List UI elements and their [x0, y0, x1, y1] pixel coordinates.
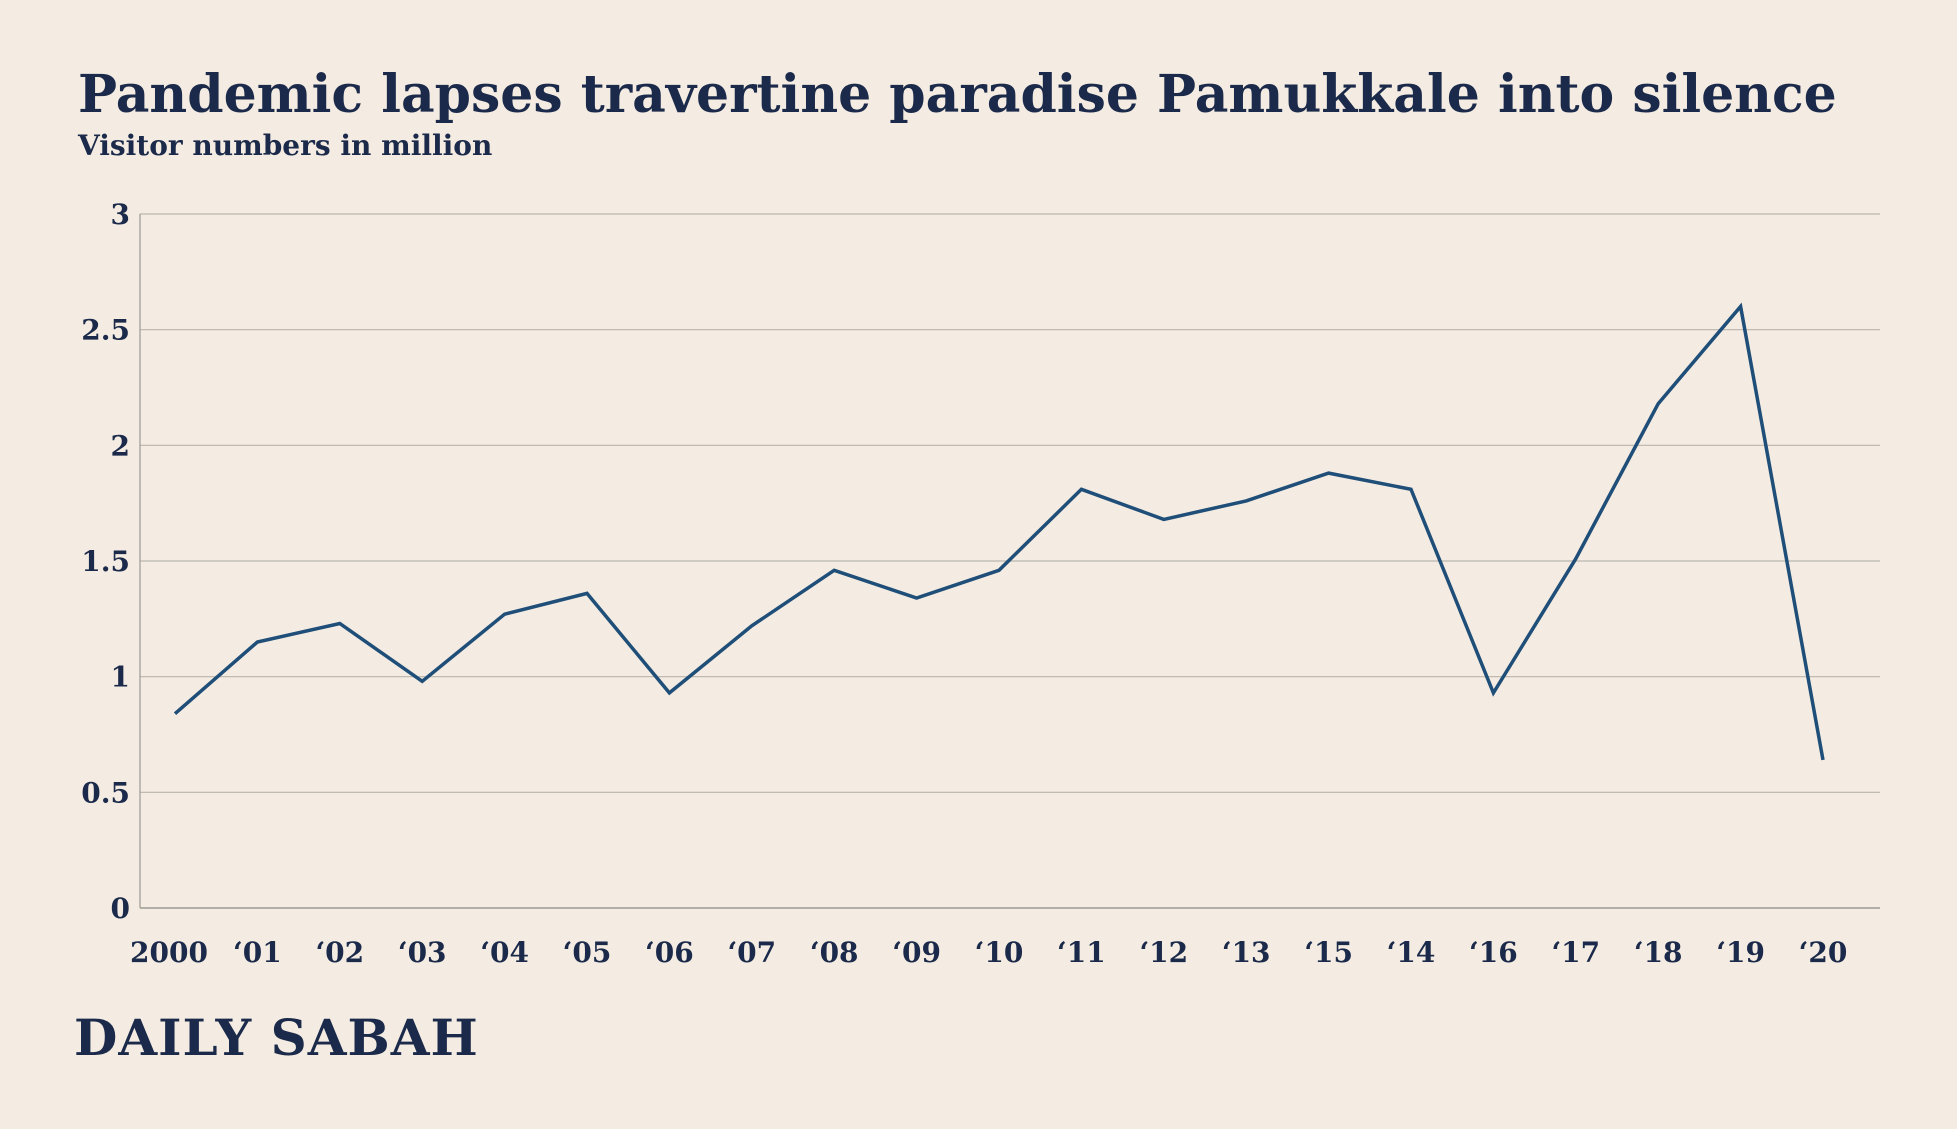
- y-tick-label: 1.5: [81, 545, 130, 578]
- y-tick-label: 2: [111, 429, 130, 462]
- x-tick-label: ‘20: [1799, 936, 1848, 969]
- grid-lines: [140, 213, 1880, 793]
- y-axis-ticks: 0 0.5 1 1.5 2 2.5 3: [81, 198, 130, 925]
- x-tick-label: ‘15: [1304, 936, 1353, 969]
- x-tick-label: ‘09: [892, 936, 941, 969]
- x-tick-label: ‘13: [1222, 936, 1271, 969]
- y-tick-label: 1: [111, 661, 130, 694]
- x-tick-label: ‘17: [1551, 936, 1600, 969]
- x-tick-label: ‘01: [233, 936, 282, 969]
- chart-subtitle: Visitor numbers in million: [77, 129, 492, 162]
- x-tick-label: ‘02: [315, 936, 364, 969]
- x-tick-label: 2000: [130, 936, 208, 969]
- daily-sabah-logo: DAILY SABAH: [74, 1008, 479, 1067]
- x-tick-label: ‘05: [563, 936, 612, 969]
- series-line: [173, 302, 1825, 761]
- x-tick-label: ‘18: [1634, 936, 1683, 969]
- chart-title: Pandemic lapses travertine paradise Pamu…: [78, 64, 1837, 125]
- y-tick-label: 2.5: [81, 314, 130, 347]
- x-tick-label: ‘07: [727, 936, 776, 969]
- y-tick-label: 3: [111, 198, 130, 231]
- y-tick-label: 0.5: [81, 776, 130, 809]
- x-tick-label: ‘06: [645, 936, 694, 969]
- x-tick-label: ‘12: [1139, 936, 1188, 969]
- x-tick-label: ‘03: [398, 936, 447, 969]
- x-tick-label: ‘08: [810, 936, 859, 969]
- x-axis-ticks: 2000 ‘01 ‘02 ‘03 ‘04 ‘05 ‘06 ‘07 ‘08 ‘09 ‘10 ‘11 ‘12…: [130, 936, 1847, 969]
- x-tick-label: ‘10: [975, 936, 1024, 969]
- y-tick-label: 0: [111, 892, 130, 925]
- x-tick-label: ‘14: [1387, 936, 1436, 969]
- x-tick-label: ‘04: [480, 936, 529, 969]
- x-tick-label: ‘16: [1469, 936, 1518, 969]
- axes: [139, 214, 1880, 909]
- series-visitors: [173, 302, 1825, 761]
- x-tick-label: ‘19: [1716, 936, 1765, 969]
- x-tick-label: ‘11: [1057, 936, 1106, 969]
